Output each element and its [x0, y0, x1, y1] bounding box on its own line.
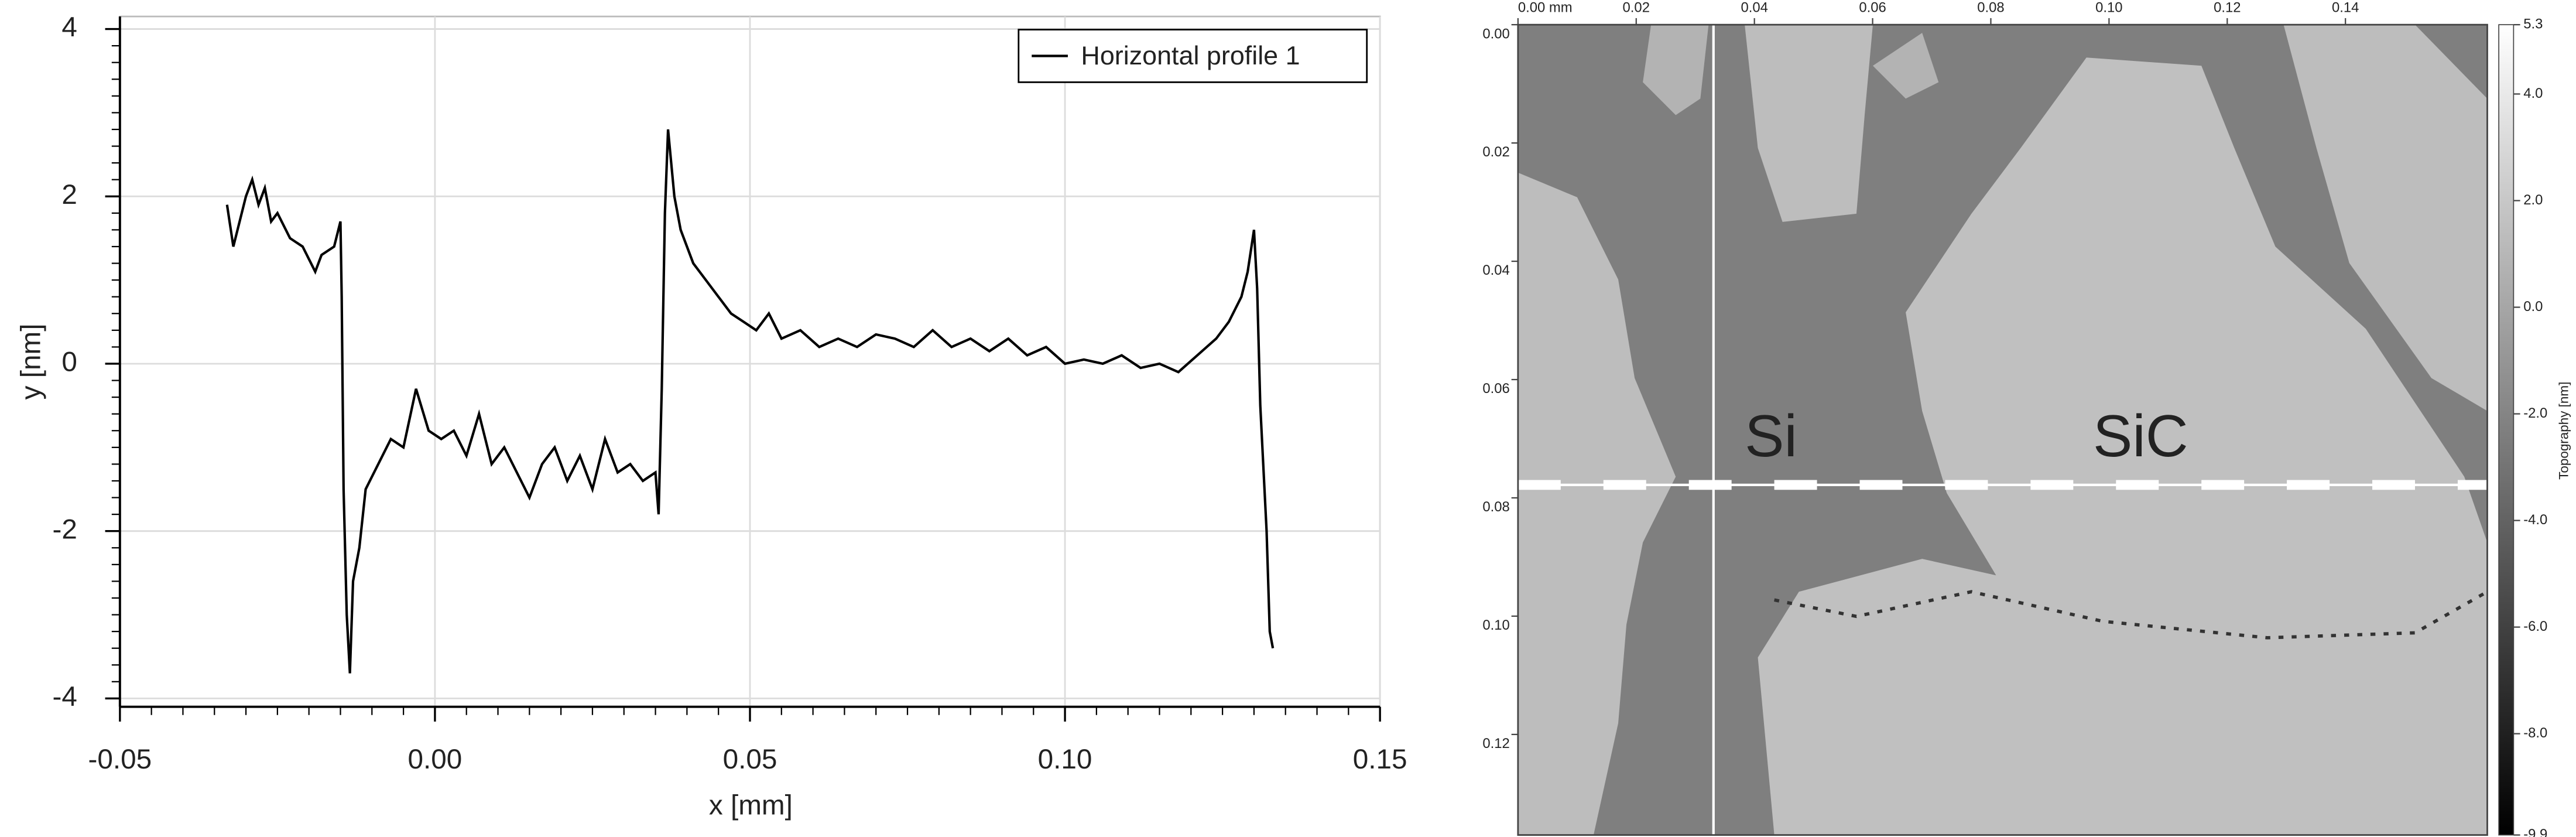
legend-label: Horizontal profile 1	[1081, 40, 1300, 70]
x-tick-label: -0.05	[88, 744, 152, 775]
colorbar-tick-label: -2.0	[2523, 405, 2547, 421]
image-frame	[1517, 23, 2488, 836]
x-tick-label: 0.08	[1977, 0, 2004, 15]
x-tick-label: 0.00	[408, 744, 463, 775]
sic-grain	[1758, 57, 2488, 835]
colorbar-tick-label: -6.0	[2523, 619, 2547, 634]
y-tick-label: -2	[52, 514, 77, 545]
grain	[1517, 172, 1676, 835]
y-tick-label: -4	[52, 681, 77, 712]
grain	[1745, 25, 1873, 222]
x-tick-label: 0.15	[1353, 744, 1407, 775]
profile-chart: x [mm] y [nm] -0.05 0.00 0.05 0.10 0.15 4 2 0 -2…	[16, 12, 1407, 821]
colorbar-tick-label: -8.0	[2523, 725, 2547, 741]
x-tick-label: 0.02	[1623, 0, 1650, 15]
colorbar-tick-label: -4.0	[2523, 512, 2547, 528]
defects	[1774, 590, 2488, 640]
x-tick-label: 0.05	[723, 744, 777, 775]
colorbar-label: Topography [nm]	[2556, 382, 2571, 480]
topography-image	[1517, 25, 2488, 835]
annotation: SiC	[2093, 404, 2188, 469]
y-tick-label: 0.02	[1482, 144, 1509, 160]
colorbar-tick-label: 0.0	[2523, 299, 2543, 315]
profile-line	[225, 129, 1275, 674]
x-tick-label: 0.14	[2332, 0, 2359, 15]
y-tick-label: 4	[61, 12, 77, 43]
legend-box	[1018, 29, 1368, 83]
y-tick-label: 0.04	[1482, 262, 1509, 278]
x-tick-label: 0.10	[2095, 0, 2122, 15]
colorbar	[2498, 24, 2515, 836]
annotation: Si	[1745, 404, 1797, 469]
y-tick-label: 0.08	[1482, 499, 1509, 515]
y-tick-label: 0	[61, 347, 77, 378]
x-axis-label: x [mm]	[709, 790, 793, 821]
y-tick-label: 2	[61, 179, 77, 210]
y-tick-label: 0.12	[1482, 736, 1509, 751]
colorbar-tick-label: 4.0	[2523, 86, 2543, 101]
x-tick-label: 0.06	[1859, 0, 1886, 15]
y-tick-label: 0.06	[1482, 381, 1509, 397]
x-tick-label: 0.04	[1741, 0, 1767, 15]
grain	[2283, 25, 2488, 411]
colorbar-tick-label: 5.3	[2523, 16, 2543, 32]
topography-panel: Si SiC Topography [nm] 0.00 mm 0.02 0.04 0.…	[1482, 0, 2571, 837]
x-tick-label: 0.12	[2214, 0, 2241, 15]
x-tick-label: 0.00 mm	[1518, 0, 1573, 15]
y-tick-label: 0.00	[1482, 26, 1509, 42]
colorbar-tick-label: 2.0	[2523, 192, 2543, 208]
y-tick-label: 0.10	[1482, 617, 1509, 633]
y-axis-label: y [nm]	[16, 323, 47, 399]
colorbar-tick-label: -9.9	[2523, 826, 2547, 837]
grain	[1643, 25, 1709, 115]
x-tick-label: 0.10	[1038, 744, 1092, 775]
